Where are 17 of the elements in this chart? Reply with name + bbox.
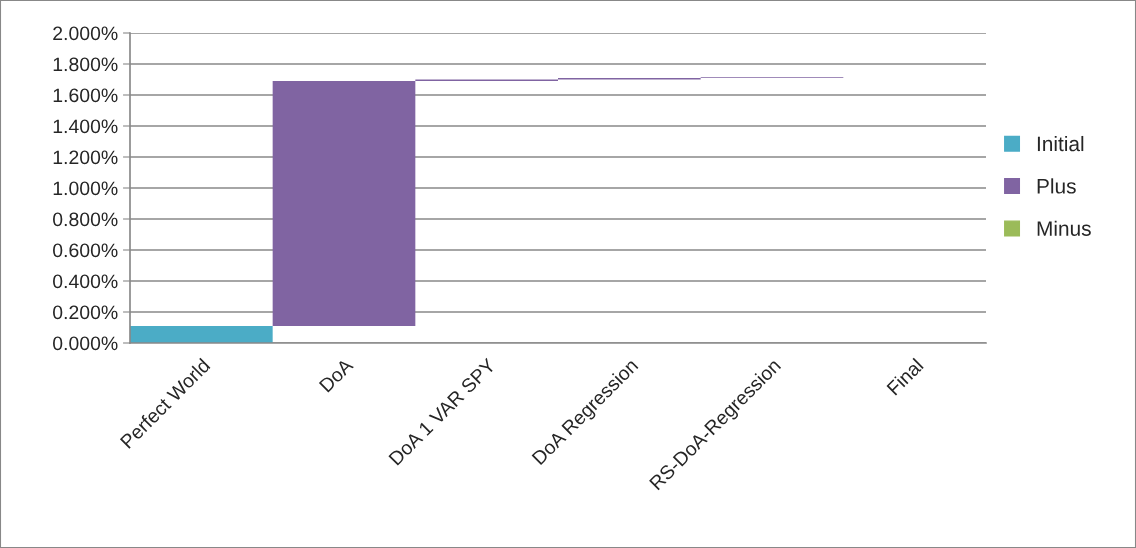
y-tick-label: 0.800% [53,212,118,227]
y-tick-label: 2.000% [53,26,118,41]
y-tick-label: 0.000% [53,336,118,351]
legend-label: Initial [1037,135,1084,152]
legend-label: Minus [1037,220,1091,236]
y-tick-label: 1.000% [53,181,118,196]
y-tick-label: 1.400% [53,119,118,134]
legend-label: Plus [1037,178,1076,194]
y-tick-label: 1.200% [53,150,118,165]
bar [130,325,273,343]
y-tick-label: 1.600% [53,88,118,103]
y-tick-label: 0.400% [53,274,118,289]
x-tick-label: DoA [318,357,355,393]
bar [272,81,416,326]
y-tick-label: 0.200% [53,305,118,320]
y-tick-label: 1.800% [53,57,118,72]
y-tick-label: 0.600% [53,243,118,258]
